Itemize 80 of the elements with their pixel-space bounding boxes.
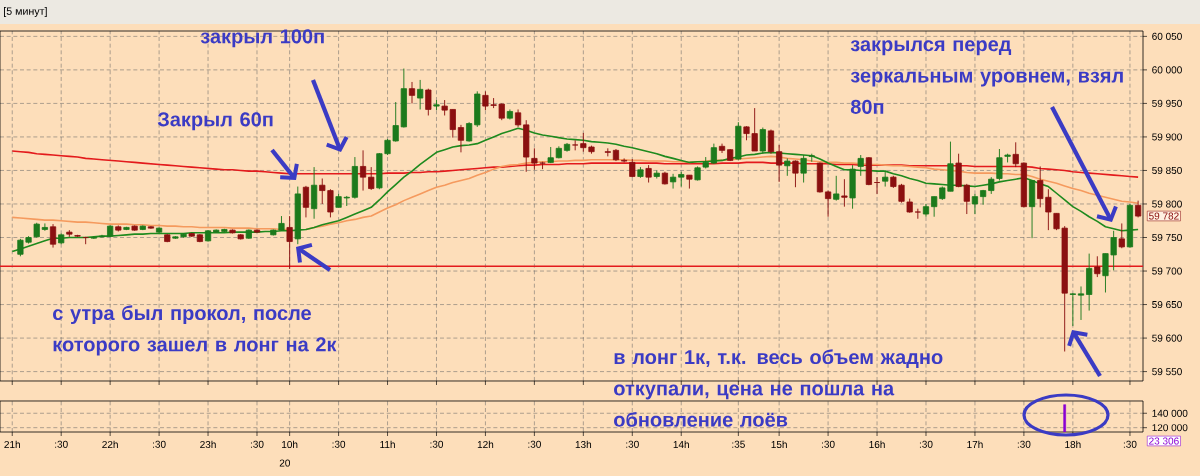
candlestick (368, 166, 375, 191)
candlestick (457, 124, 465, 153)
x-tick-label: :30 (626, 440, 639, 448)
x-tick-label: :30 (919, 440, 933, 448)
text: 59 782 (1149, 212, 1179, 220)
x-tick-label: 17h (967, 440, 983, 448)
annotation: Закрыл 60п (157, 112, 273, 131)
candlestick (359, 149, 367, 192)
candlestick (971, 193, 979, 215)
candlestick (531, 147, 538, 171)
y-tick-label: 59 650 (1152, 301, 1182, 309)
candlestick (931, 196, 938, 218)
candlestick (621, 157, 628, 163)
x-tick-label: 11h (380, 440, 395, 448)
x-tick-label: 12h (477, 440, 494, 448)
x-tick-label: :30 (332, 440, 346, 448)
candlestick (841, 178, 848, 208)
x-tick-label: :30 (822, 440, 835, 448)
x-tick-label: :30 (1123, 440, 1137, 448)
candlestick (767, 129, 775, 155)
candlestick (825, 190, 832, 218)
candlestick (49, 223, 57, 249)
text: 23 306 (1149, 437, 1179, 445)
x-tick-label: 18h (1065, 440, 1081, 449)
y-tick-label: 60 000 (1152, 66, 1182, 74)
x-tick-label: :30 (55, 440, 68, 448)
x-tick-label: :30 (430, 440, 444, 448)
x-tick-label: :30 (250, 440, 264, 448)
x-tick-label: 10h (282, 440, 298, 449)
x-tick-label: :30 (1017, 440, 1031, 448)
candlestick (425, 88, 432, 116)
candlestick (792, 159, 799, 188)
candlestick (759, 127, 766, 155)
y-tick-label: 59 850 (1152, 166, 1182, 175)
candlestick (800, 154, 807, 183)
x-tick-label: 14h (673, 440, 689, 448)
x-tick-label: 22h (102, 440, 118, 448)
y-tick-label: 59 750 (1152, 233, 1182, 242)
y-tick-label: 59 600 (1152, 334, 1182, 342)
text: 20 (279, 459, 290, 467)
y-tick-label: 59 800 (1152, 200, 1182, 208)
y-tick-label: 59 950 (1152, 99, 1182, 107)
candlestick (1012, 141, 1019, 168)
x-tick-label: 13h (575, 440, 592, 449)
candlestick (980, 189, 987, 206)
candlestick (311, 166, 318, 220)
x-tick-label: 15h (771, 440, 787, 449)
y-tick-label: 59 900 (1152, 133, 1182, 141)
candlestick (466, 121, 473, 143)
annotation: с утра был прокол, после которого зашел в лонг на 2к (53, 305, 337, 356)
x-tick-label: :30 (153, 440, 166, 448)
y-tick-label: 60 050 (1152, 32, 1182, 40)
annotation: закрыл 100п (200, 29, 324, 48)
candlestick (41, 222, 48, 232)
candlestick (1118, 222, 1125, 249)
candlestick (710, 143, 717, 165)
annotation: в лонг 1к, т.к. весь объем жадно откупали, цена не пошла на обновление лоёв (614, 349, 943, 427)
candlestick (857, 154, 864, 177)
candlestick (417, 79, 424, 110)
y-tick-label: 59 550 (1152, 368, 1182, 376)
annotation: закрылся перед зеркальным уровнем, взял 80п (850, 40, 1123, 114)
candlestick (1094, 255, 1101, 278)
candlestick (408, 81, 416, 104)
chart-title: [5 минут] (4, 7, 47, 17)
y-tick-label: 140 000 (1152, 409, 1188, 417)
candlestick (776, 144, 783, 183)
x-tick-label: :35 (732, 440, 745, 448)
x-tick-label: 21h (4, 440, 20, 448)
candlestick (302, 185, 310, 218)
x-tick-label: :30 (528, 440, 541, 448)
x-tick-label: 23h (200, 440, 216, 449)
candlestick (1069, 292, 1076, 327)
candlestick (1077, 285, 1085, 321)
y-tick-label: 120 000 (1152, 424, 1188, 432)
candlestick (669, 173, 677, 190)
candlestick (833, 175, 840, 202)
candlestick (286, 215, 293, 270)
candlestick (996, 148, 1003, 181)
y-tick-label: 59 700 (1152, 267, 1182, 275)
x-tick-label: 16h (869, 440, 885, 449)
